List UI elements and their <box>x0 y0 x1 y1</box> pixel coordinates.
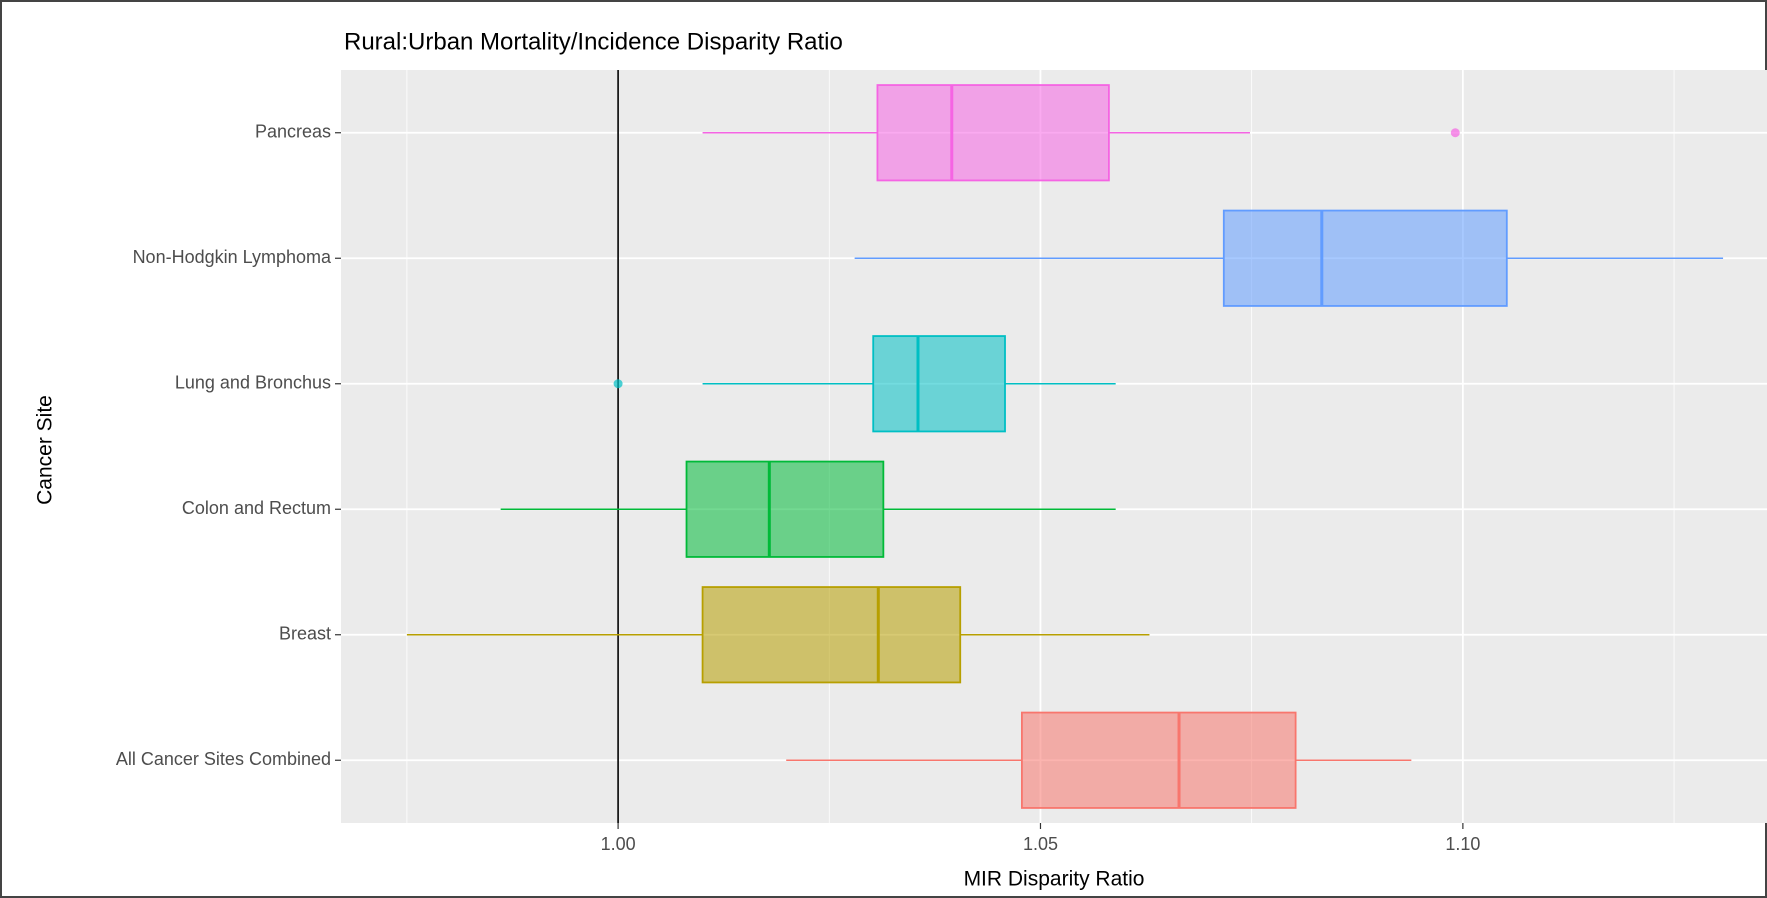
box <box>701 586 962 684</box>
box <box>1222 209 1508 307</box>
y-tick-label: Pancreas <box>255 122 331 142</box>
x-axis-label: MIR Disparity Ratio <box>964 868 1145 891</box>
box <box>876 84 1110 182</box>
plot-layer <box>341 70 1767 823</box>
x-tick-label: 1.05 <box>1023 834 1058 854</box>
box <box>872 335 1006 433</box>
box <box>1020 711 1297 809</box>
plot-panel <box>341 70 1767 823</box>
outlier <box>1450 128 1460 138</box>
y-tick-label: All Cancer Sites Combined <box>116 749 331 769</box>
box <box>685 460 885 558</box>
y-tick-label: Lung and Bronchus <box>175 373 331 393</box>
chart-title: Rural:Urban Mortality/Incidence Disparit… <box>344 28 843 55</box>
y-tick-label: Non-Hodgkin Lymphoma <box>133 247 332 267</box>
y-axis-label: Cancer Site <box>34 395 57 505</box>
y-tick-label: Colon and Rectum <box>182 498 331 518</box>
x-tick-label: 1.10 <box>1445 834 1480 854</box>
outlier <box>613 379 623 389</box>
x-tick-label: 1.00 <box>601 834 636 854</box>
y-tick-label: Breast <box>279 624 331 644</box>
